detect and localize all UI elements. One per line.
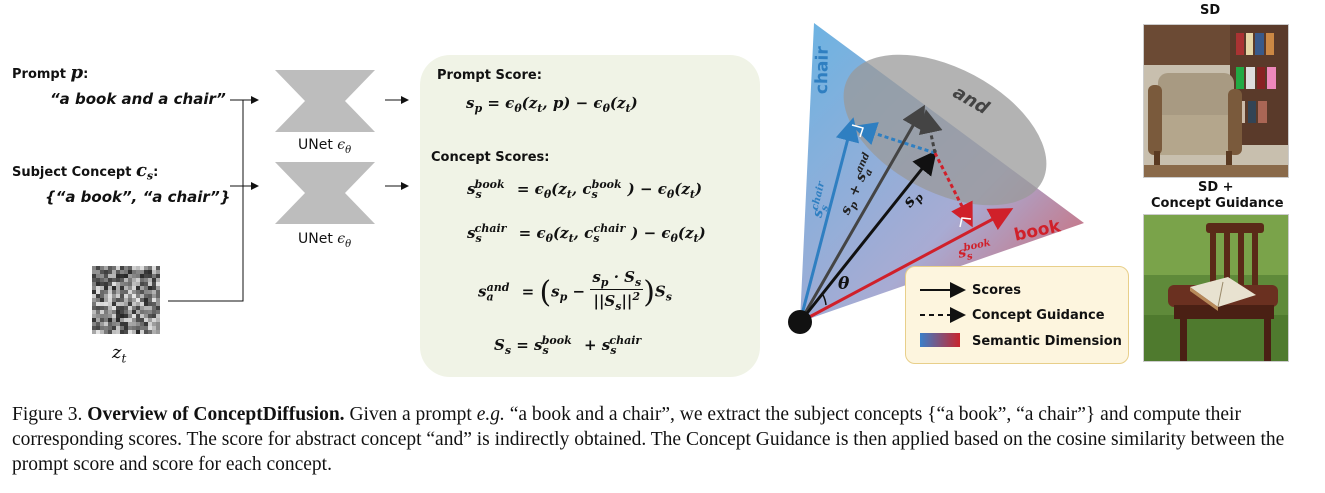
book-score-arrow [799, 208, 1014, 324]
concept-scores-title: Concept Scores: [431, 150, 550, 165]
subject-concept-text: {“a book”, “a chair”} [45, 188, 231, 206]
legend-concept-guidance: Concept Guidance [972, 308, 1105, 323]
and-region [843, 54, 1047, 206]
sd-guidance-label-2: Concept Guidance [1151, 196, 1284, 211]
legend-semantic-dimension: Semantic Dimension [972, 334, 1122, 349]
legend-scores: Scores [972, 283, 1021, 298]
prompt-score-title: Prompt Score: [437, 68, 542, 83]
noise-latent-label: zt [112, 342, 127, 366]
book-score-equation: ssbook = ϵθ(zt, csbook) − ϵθ(zt) [467, 178, 703, 201]
unet-label-bottom: UNet ϵθ [298, 231, 352, 250]
sp-arrow [798, 150, 937, 323]
and-score-equation: saand = (sp − sp · Ss ||Ss||2 )Ss [478, 268, 672, 313]
sd-result-image [1143, 24, 1289, 178]
caption-title: Overview of ConceptDiffusion. [87, 404, 345, 425]
subject-concept-label: Subject Concept cs: [12, 160, 159, 183]
chair-score-equation: sschair = ϵθ(zt, cschair) − ϵθ(zt) [467, 222, 706, 245]
origin-point [788, 310, 812, 334]
sd-guidance-result-image [1143, 214, 1289, 362]
sp-plus-sa-arrow [798, 104, 925, 323]
theta-label: θ [838, 274, 850, 294]
unet-shape-bottom [275, 162, 375, 224]
figure-caption: Figure 3. Overview of ConceptDiffusion. … [12, 404, 1285, 475]
legend-swatches [920, 282, 966, 347]
sd-guidance-label-1: SD + [1198, 180, 1234, 195]
prompt-text: “a book and a chair” [50, 90, 226, 108]
caption-body: “a book and a chair”, we extract the sub… [12, 404, 1285, 475]
chair-region-label: chair [812, 46, 833, 95]
prompt-score-equation: sp = ϵθ(zt, p) − ϵθ(zt) [466, 94, 638, 115]
prompt-label: Prompt p: [12, 62, 89, 83]
concept-vector-diagram [788, 23, 1084, 334]
legend: Scores Concept Guidance Semantic Dimensi… [905, 266, 1129, 364]
sum-score-equation: Ss = ssbook + sschair [494, 334, 642, 357]
connector-lines [168, 96, 409, 302]
chair-score-arrow [798, 117, 860, 323]
unet-shape-top [275, 70, 375, 132]
book-guidance-arrow [933, 152, 973, 228]
caption-figure-number: Figure 3. [12, 404, 88, 425]
score-panel [420, 55, 760, 377]
unet-label-top: UNet ϵθ [298, 137, 352, 156]
sd-label: SD [1200, 3, 1221, 18]
noise-latent-image [92, 266, 160, 334]
